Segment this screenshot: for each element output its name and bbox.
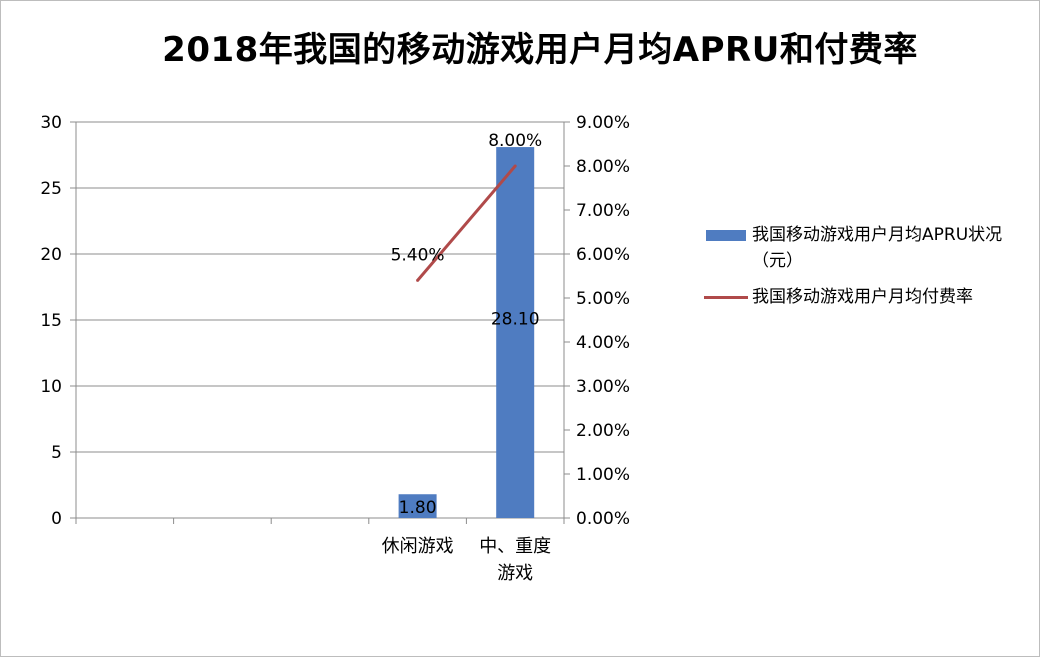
y-left-tick-label: 20 — [40, 245, 62, 265]
y-left-tick-label: 0 — [51, 509, 62, 529]
y-right-tick-label: 4.00% — [576, 333, 630, 353]
legend-swatch-line — [704, 296, 748, 299]
bar — [398, 494, 437, 518]
legend-item-arpu: 我国移动游戏用户月均APRU状况（元） — [702, 222, 1032, 274]
y-right-tick-label: 2.00% — [576, 421, 630, 441]
legend-item-pay-rate: 我国移动游戏用户月均付费率 — [702, 284, 1032, 310]
chart-legend: 我国移动游戏用户月均APRU状况（元） 我国移动游戏用户月均付费率 — [702, 222, 1032, 310]
x-tick-label: 游戏 — [497, 563, 533, 584]
y-left-tick-label: 25 — [40, 179, 62, 199]
y-left-tick-label: 30 — [40, 113, 62, 133]
y-right-tick-label: 3.00% — [576, 377, 630, 397]
y-left-tick-label: 10 — [40, 377, 62, 397]
chart-title: 2018年我国的移动游戏用户月均APRU和付费率 — [162, 30, 918, 70]
y-right-tick-label: 9.00% — [576, 113, 630, 133]
line-point — [416, 278, 420, 282]
x-tick-label: 中、重度 — [479, 536, 551, 557]
line-data-label: 8.00% — [488, 131, 542, 151]
bar — [496, 147, 535, 518]
series-line — [416, 165, 517, 282]
bar-data-label: 1.80 — [399, 498, 437, 518]
line-data-label: 5.40% — [391, 245, 445, 265]
line-point — [513, 164, 517, 168]
y-left-tick-label: 15 — [40, 311, 62, 331]
y-right-tick-label: 7.00% — [576, 201, 630, 221]
legend-label-pay-rate: 我国移动游戏用户月均付费率 — [752, 287, 973, 307]
legend-swatch-bar — [706, 230, 746, 241]
y-right-tick-label: 1.00% — [576, 465, 630, 485]
y-right-tick-label: 8.00% — [576, 157, 630, 177]
y-right-tick-label: 0.00% — [576, 509, 630, 529]
y-right-tick-label: 6.00% — [576, 245, 630, 265]
y-right-tick-label: 5.00% — [576, 289, 630, 309]
y-left-tick-label: 5 — [51, 443, 62, 463]
bar-data-label: 28.10 — [491, 310, 540, 330]
x-tick-label: 休闲游戏 — [382, 536, 454, 557]
legend-label-arpu: 我国移动游戏用户月均APRU状况（元） — [752, 225, 1003, 271]
